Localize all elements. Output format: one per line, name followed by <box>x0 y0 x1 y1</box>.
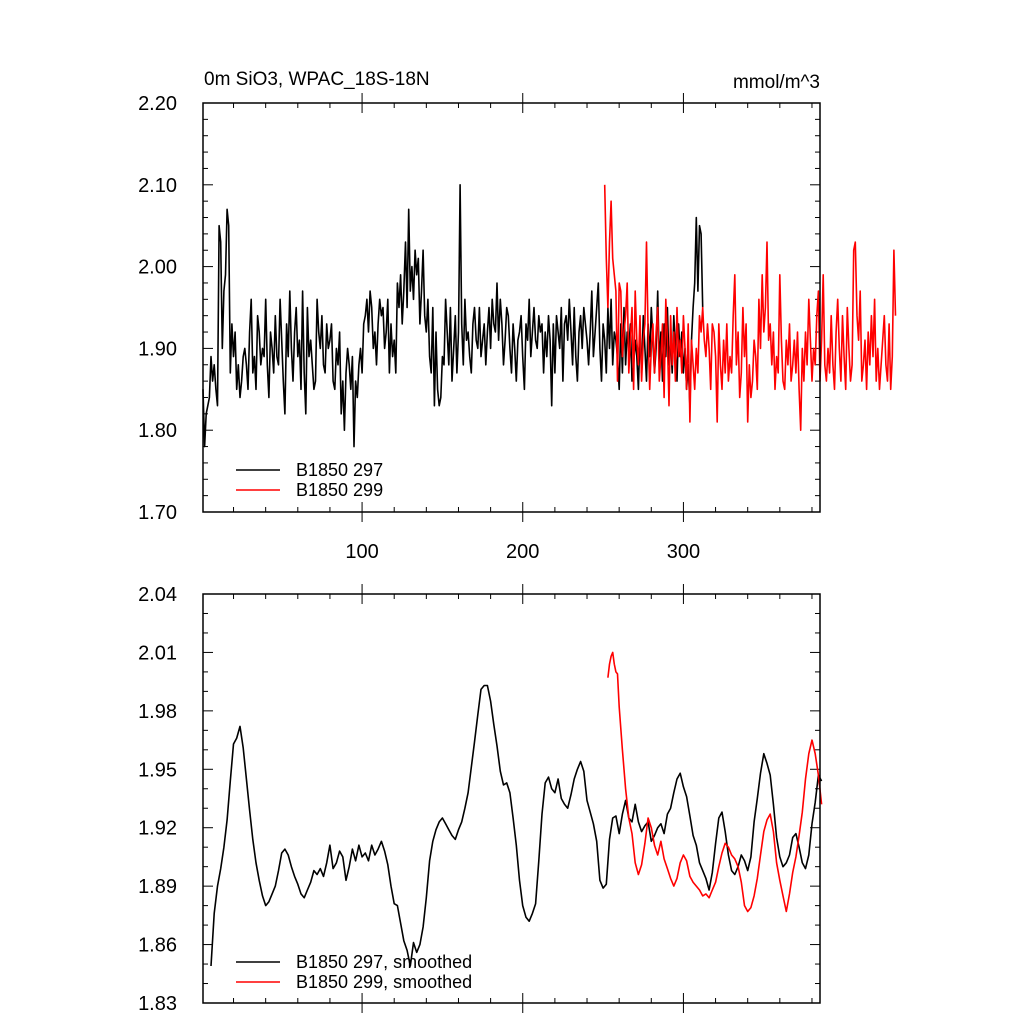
y-tick-label: 2.10 <box>138 175 177 197</box>
bottom-series-line-1 <box>210 684 823 967</box>
y-tick-label: 1.89 <box>138 876 177 898</box>
bottom-series-line-2 <box>607 651 823 913</box>
bottom-axis-ticks <box>203 584 820 1013</box>
bottom-legend: B1850 297, smoothed B1850 299, smoothed <box>236 952 472 992</box>
top-plot-frame <box>202 102 821 513</box>
top-y-tick-labels: 1.70 1.80 1.90 2.00 2.10 2.20 <box>138 93 177 524</box>
top-series-line-1 <box>202 184 704 448</box>
y-tick-label: 2.00 <box>138 257 177 279</box>
x-tick-label: 300 <box>667 541 700 563</box>
y-tick-label: 1.70 <box>138 502 177 524</box>
y-tick-label: 1.98 <box>138 701 177 723</box>
top-legend: B1850 297 B1850 299 <box>236 460 383 500</box>
top-panel: 0m SiO3, WPAC_18S-18N mmol/m^3 1.701.801… <box>138 69 897 563</box>
y-tick-label: 2.01 <box>138 642 177 664</box>
y-tick-label: 2.20 <box>138 93 177 115</box>
x-tick-label: 100 <box>345 541 378 563</box>
legend-label-b1850-297-smoothed: B1850 297, smoothed <box>296 952 472 972</box>
y-tick-label: 1.95 <box>138 759 177 781</box>
y-tick-label: 1.83 <box>138 993 177 1015</box>
legend-label-b1850-297: B1850 297 <box>296 460 383 480</box>
legend-label-b1850-299-smoothed: B1850 299, smoothed <box>296 972 472 992</box>
units-label: mmol/m^3 <box>733 72 820 93</box>
top-series-line-2 <box>603 184 897 431</box>
y-tick-label: 1.92 <box>138 818 177 840</box>
chart-title: 0m SiO3, WPAC_18S-18N <box>204 69 430 90</box>
y-tick-label: 1.86 <box>138 935 177 957</box>
bottom-panel: 1.83 1.86 1.89 1.92 1.95 1.98 2.01 2.04 B1850 2… <box>138 584 823 1015</box>
y-tick-label: 1.80 <box>138 420 177 442</box>
x-tick-label: 200 <box>506 541 539 563</box>
top-x-tick-labels: 100 200 300 <box>345 541 700 563</box>
y-tick-label: 2.04 <box>138 584 177 606</box>
y-tick-label: 1.90 <box>138 338 177 360</box>
legend-label-b1850-299: B1850 299 <box>296 480 383 500</box>
bottom-y-tick-labels: 1.83 1.86 1.89 1.92 1.95 1.98 2.01 2.04 <box>138 584 177 1015</box>
top-series-lines <box>202 184 897 448</box>
bottom-series-lines <box>210 651 823 967</box>
bottom-plot-frame <box>202 593 821 1004</box>
